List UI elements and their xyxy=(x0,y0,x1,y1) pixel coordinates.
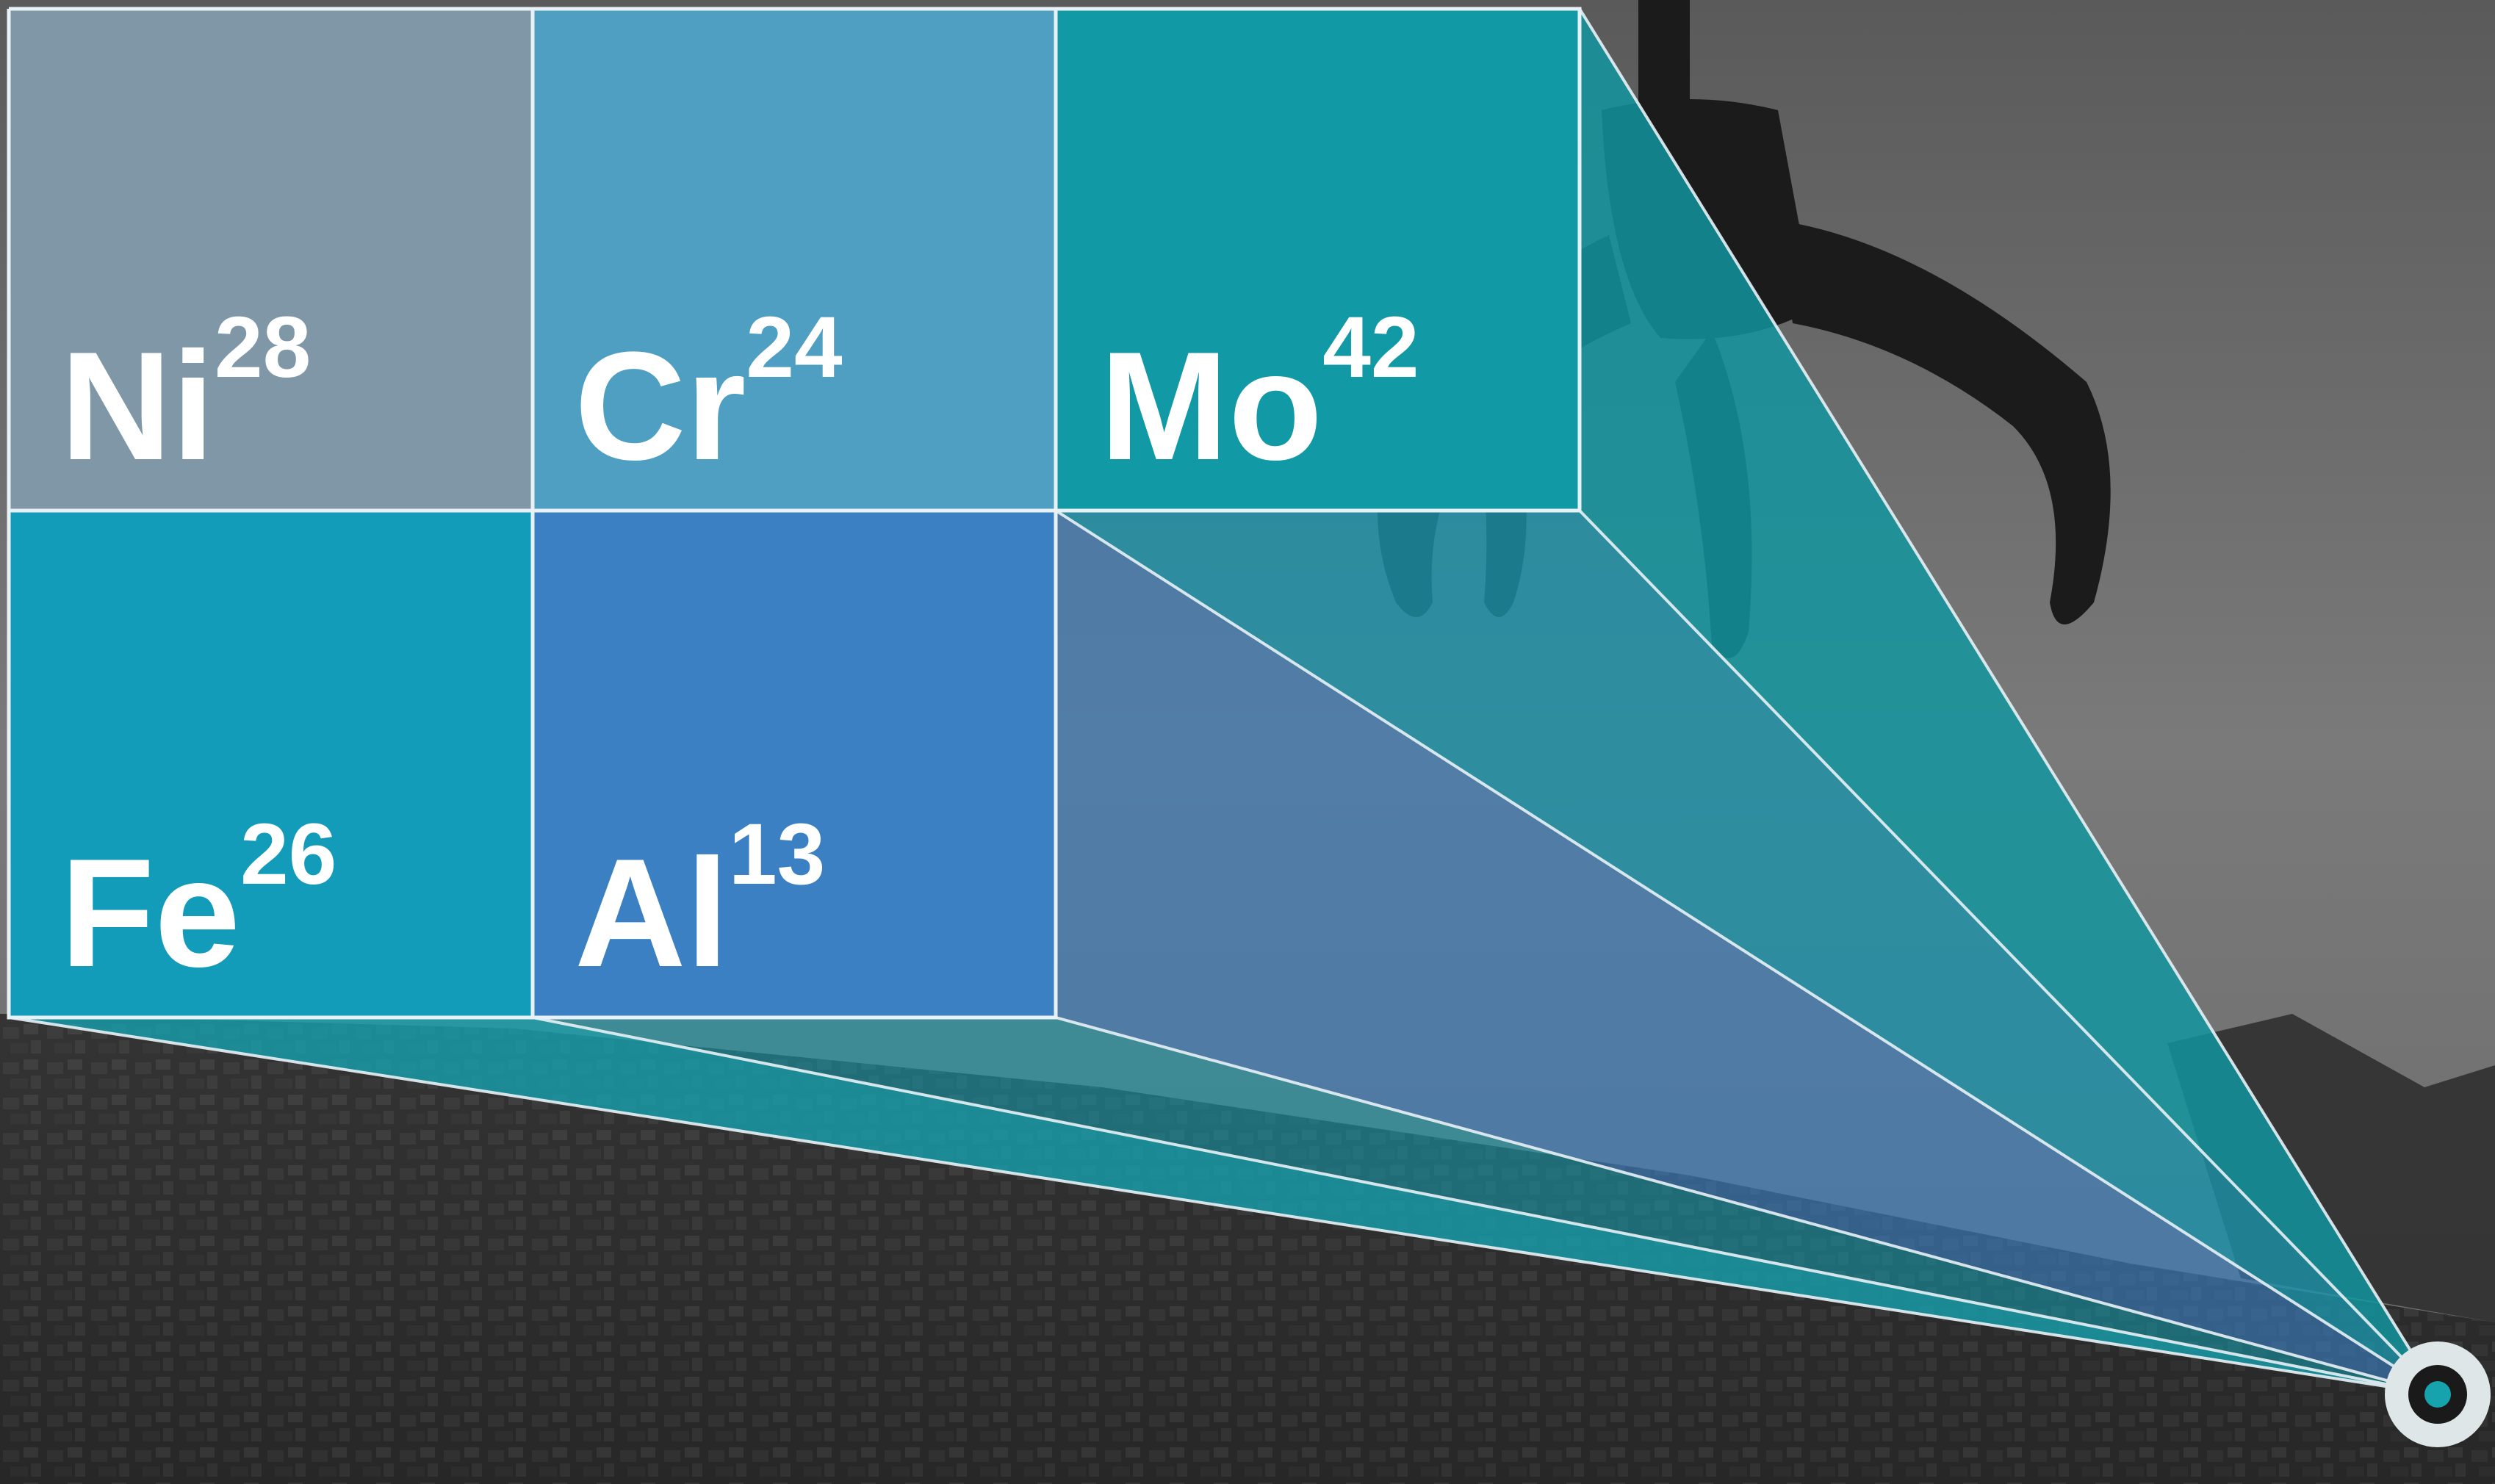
element-number: 24 xyxy=(746,299,842,396)
tile-mo xyxy=(1056,9,1580,511)
element-symbol: Cr xyxy=(575,320,746,492)
element-number: 26 xyxy=(240,806,336,903)
tile-cr xyxy=(533,9,1056,511)
tile-fe xyxy=(9,511,533,1017)
element-number: 42 xyxy=(1322,299,1419,396)
element-symbol: Al xyxy=(575,826,729,999)
element-grid xyxy=(9,9,1580,1017)
element-label-al: Al13 xyxy=(575,806,825,999)
tile-al xyxy=(533,511,1056,1017)
element-symbol: Fe xyxy=(60,826,240,999)
element-label-cr: Cr24 xyxy=(575,299,843,492)
tile-ni xyxy=(9,9,533,511)
element-symbol: Mo xyxy=(1100,320,1322,492)
element-number: 28 xyxy=(215,299,311,396)
element-label-mo: Mo42 xyxy=(1100,299,1419,492)
ring-target-icon xyxy=(2385,1341,2491,1447)
element-symbol: Ni xyxy=(60,320,215,492)
element-label-fe: Fe26 xyxy=(60,806,336,999)
element-label-ni: Ni28 xyxy=(60,299,311,492)
scrap-pile-shade xyxy=(0,1014,2495,1484)
element-number: 13 xyxy=(729,806,825,903)
beam-edges xyxy=(8,7,2439,1396)
